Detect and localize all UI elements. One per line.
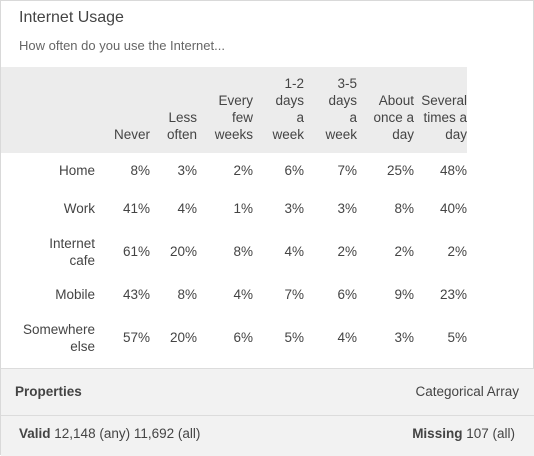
column-header-line: a: [296, 110, 304, 125]
valid-value: 12,148 (any) 11,692 (all): [54, 426, 201, 441]
table-cell: 6%: [284, 162, 304, 178]
table-corner-cell: [1, 67, 101, 153]
table-cell: 48%: [439, 162, 467, 178]
column-header: Never: [101, 67, 150, 153]
table-cell: 8%: [233, 244, 253, 259]
table-cell: 57%: [122, 330, 150, 345]
table-row: Work 41% 4% 1% 3% 3% 8% 40%: [1, 187, 467, 230]
missing-label: Missing: [412, 426, 463, 441]
column-header-line: About: [378, 93, 414, 108]
column-header-line: Less: [168, 110, 197, 125]
table-cell: 4%: [284, 244, 304, 259]
variable-title: Internet Usage: [19, 9, 124, 26]
row-label-line: Somewhere: [22, 321, 95, 337]
table-cell: 3%: [394, 330, 414, 345]
row-label-line: else: [70, 338, 95, 354]
table-header-row: Never Less often Every few weeks 1-2 days a we…: [1, 67, 467, 153]
column-header: 3-5 days a week: [304, 67, 357, 153]
table-cell: 8%: [130, 162, 150, 178]
column-header: About once a day: [357, 67, 414, 153]
summary-footer: Valid 12,148 (any) 11,692 (all) Missing …: [1, 416, 534, 456]
row-label-line: cafe: [69, 252, 95, 268]
column-header-line: Several: [421, 93, 467, 108]
crosstab-table-container: Never Less often Every few weeks 1-2 days a we…: [1, 67, 534, 359]
table-cell: 8%: [394, 201, 414, 216]
table-row: Somewhere else 57% 20% 6% 5% 4% 3% 5%: [1, 316, 467, 359]
column-header-line: Never: [113, 127, 150, 142]
column-header-line: days: [328, 93, 357, 108]
properties-bar: Properties Categorical Array: [1, 369, 534, 415]
table-cell: 3%: [177, 162, 197, 178]
column-header-line: week: [325, 127, 357, 142]
column-header-line: 3-5: [337, 76, 357, 91]
column-header-line: day: [392, 127, 414, 142]
row-label: Somewhere else: [1, 316, 101, 359]
column-header-line: once a: [373, 110, 414, 125]
table-body: Home 8% 3% 2% 6% 7% 25% 48% Work 41% 4% 1% 3% 3% 8% 40%…: [1, 153, 467, 359]
table-cell: 6%: [337, 287, 357, 302]
divider: [1, 415, 534, 416]
table-cell: 25%: [386, 162, 414, 178]
valid-label: Valid: [19, 426, 51, 441]
divider: [1, 368, 534, 369]
table-cell: 2%: [394, 244, 414, 259]
properties-label: Properties: [15, 384, 82, 399]
column-header-line: times a: [423, 110, 467, 125]
table-cell: 2%: [447, 244, 467, 259]
table-cell: 6%: [233, 330, 253, 345]
table-cell: 4%: [337, 330, 357, 345]
table-row: Home 8% 3% 2% 6% 7% 25% 48%: [1, 153, 467, 187]
table-cell: 43%: [122, 287, 150, 302]
table-cell: 5%: [447, 330, 467, 345]
table-cell: 20%: [169, 330, 197, 345]
table-cell: 20%: [169, 244, 197, 259]
table-cell: 2%: [337, 244, 357, 259]
row-label-line: Internet: [49, 235, 95, 251]
table-cell: 8%: [177, 287, 197, 302]
column-header-line: week: [272, 127, 304, 142]
column-header: 1-2 days a week: [253, 67, 304, 153]
variable-type: Categorical Array: [415, 384, 519, 399]
column-header-line: day: [445, 127, 467, 142]
column-header: Every few weeks: [197, 67, 253, 153]
row-label: Work: [1, 187, 101, 230]
table-cell: 3%: [284, 201, 304, 216]
table-cell: 2%: [233, 162, 253, 178]
row-label: Home: [1, 153, 101, 187]
table-cell: 9%: [394, 287, 414, 302]
table-cell: 5%: [284, 330, 304, 345]
column-header-line: 1-2: [284, 76, 304, 91]
table-cell: 41%: [122, 201, 150, 216]
table-cell: 61%: [122, 244, 150, 259]
table-cell: 4%: [233, 287, 253, 302]
table-cell: 40%: [439, 201, 467, 216]
variable-question: How often do you use the Internet...: [19, 38, 225, 53]
table-cell: 7%: [337, 162, 357, 178]
row-label: Internet cafe: [1, 230, 101, 273]
column-header: Several times a day: [414, 67, 467, 153]
row-label: Mobile: [1, 273, 101, 316]
column-header: Less often: [150, 67, 197, 153]
table-row: Mobile 43% 8% 4% 7% 6% 9% 23%: [1, 273, 467, 316]
table-cell: 4%: [177, 201, 197, 216]
valid-count: Valid 12,148 (any) 11,692 (all): [19, 426, 200, 441]
crosstab-table: Never Less often Every few weeks 1-2 days a we…: [1, 67, 467, 359]
row-label-line: Home: [58, 162, 95, 178]
column-header-line: Every: [218, 93, 253, 108]
table-row: Internet cafe 61% 20% 8% 4% 2% 2% 2%: [1, 230, 467, 273]
row-label-line: Mobile: [55, 287, 95, 302]
column-header-line: a: [349, 110, 357, 125]
column-header-line: few: [231, 110, 253, 125]
missing-count: Missing 107 (all): [412, 426, 515, 441]
row-label-line: Work: [63, 201, 95, 216]
column-header-line: days: [275, 93, 304, 108]
table-cell: 3%: [337, 201, 357, 216]
table-cell: 23%: [439, 287, 467, 302]
column-header-line: often: [166, 127, 197, 142]
table-cell: 1%: [233, 201, 253, 216]
table-cell: 7%: [284, 287, 304, 302]
missing-value: 107 (all): [466, 426, 515, 441]
column-header-line: weeks: [214, 127, 253, 142]
